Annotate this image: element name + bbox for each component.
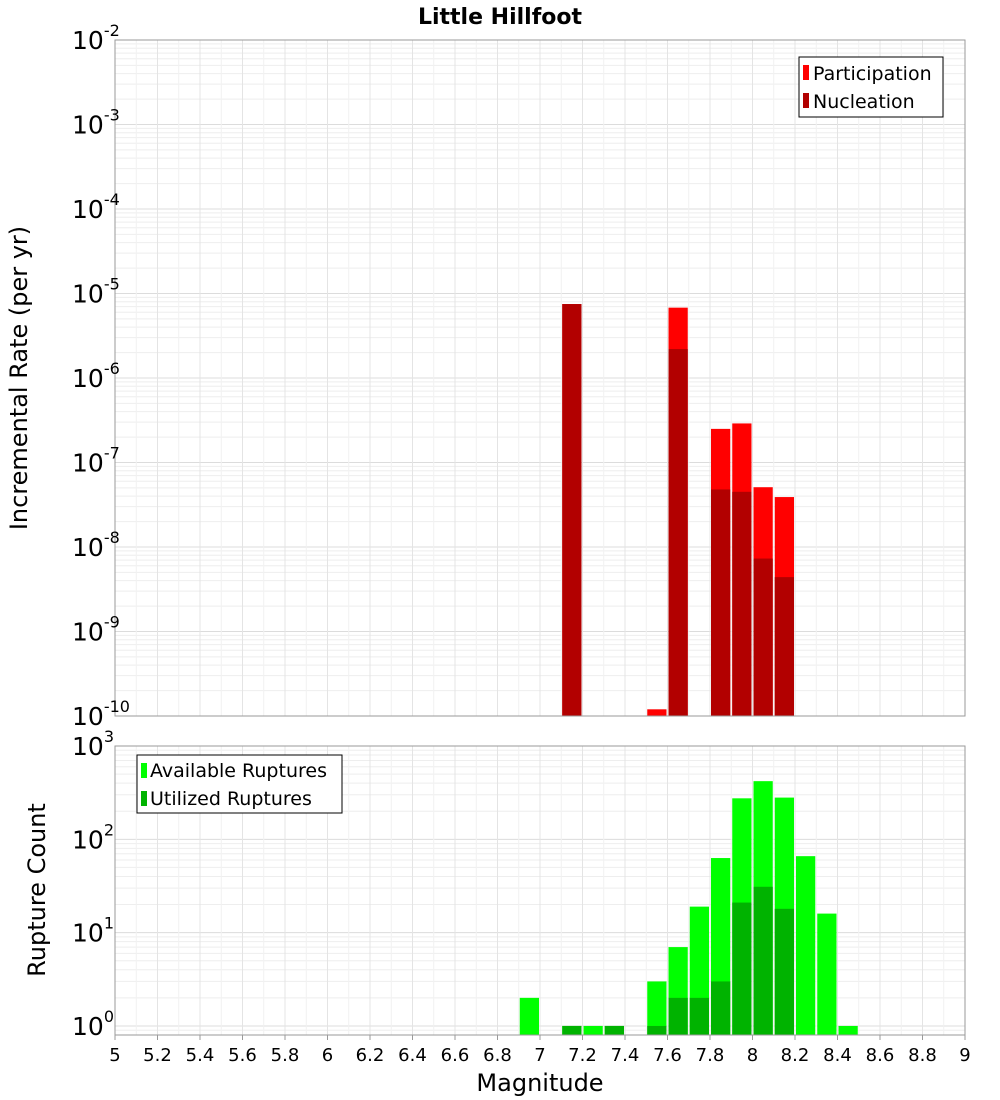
legend-swatch-available-ruptures [141,763,147,778]
y-tick-label: 10-5 [72,275,120,309]
x-tick-label: 8.8 [908,1045,937,1066]
x-tick-label: 5.8 [271,1045,300,1066]
bar-utilized-ruptures [732,902,752,1035]
y-tick-label: 10-7 [72,444,120,478]
legend-swatch-utilized-ruptures [141,791,147,806]
bottom-y-axis-label: Rupture Count [23,803,51,977]
bar-available-ruptures [817,913,837,1035]
x-tick-label: 8.2 [781,1045,810,1066]
x-tick-label: 6 [322,1045,333,1066]
legend-label-utilized-ruptures: Utilized Ruptures [150,788,312,810]
y-tick-label: 10-8 [72,528,120,562]
top-grid [114,39,966,717]
top-bars [562,304,794,716]
bar-available-ruptures [796,856,816,1035]
x-tick-label: 5.2 [143,1045,172,1066]
bar-utilized-ruptures [604,1025,624,1035]
bar-utilized-ruptures [689,997,709,1035]
x-tick-label: 7.6 [653,1045,682,1066]
bar-nucleation [668,349,688,716]
top-y-axis-label: Incremental Rate (per yr) [5,226,33,530]
y-tick-label: 10-4 [72,190,120,224]
bar-available-ruptures [838,1025,858,1035]
top-legend-box [798,56,944,118]
x-ticks: 5 5.2 5.4 5.6 5.8 6 6.2 6.4 6.6 6.8 7 7.2 7.4 7.6 7.8 8… [109,1035,971,1066]
x-axis-label: Magnitude [476,1069,603,1097]
x-tick-label: 6.4 [398,1045,427,1066]
top-plot-frame [114,39,966,717]
x-tick-label: 7.2 [568,1045,597,1066]
bar-nucleation [711,489,731,716]
legend-swatch-nucleation [803,93,809,108]
y-tick-label: 102 [72,820,114,854]
legend-swatch-participation [803,65,809,80]
x-tick-label: 5.4 [186,1045,215,1066]
x-tick-label: 7 [534,1045,545,1066]
bar-utilized-ruptures [711,981,731,1035]
bar-nucleation [774,577,794,716]
bottom-legend: Available Ruptures Utilized Ruptures [136,754,343,814]
bottom-bars [519,781,858,1035]
bar-participation [647,709,667,716]
bottom-legend-box [136,754,343,814]
bottom-y-ticks: 103 102 101 100 [72,727,114,1041]
legend-label-nucleation: Nucleation [813,91,915,113]
y-tick-label: 101 [72,914,114,948]
x-tick-label: 8.6 [866,1045,895,1066]
top-y-ticks: 10-2 10-3 10-4 10-5 10-6 10-7 10-8 10-9 10-10 [72,21,130,731]
x-tick-label: 5 [109,1045,120,1066]
x-tick-label: 5.6 [228,1045,257,1066]
legend-label-available-ruptures: Available Ruptures [150,760,327,782]
bar-utilized-ruptures [753,886,773,1035]
bar-nucleation [562,304,582,716]
y-tick-label: 103 [72,727,114,761]
x-tick-label: 8.4 [823,1045,852,1066]
x-tick-label: 6.2 [356,1045,385,1066]
y-tick-label: 10-10 [72,697,130,731]
bar-nucleation [732,491,752,716]
chart-title: Little Hillfoot [418,5,583,30]
y-tick-label: 10-6 [72,359,120,393]
x-tick-label: 6.6 [441,1045,470,1066]
x-tick-label: 9 [959,1045,970,1066]
bar-available-ruptures [583,1025,603,1035]
bar-utilized-ruptures [562,1025,582,1035]
y-tick-label: 10-9 [72,613,120,647]
x-tick-label: 7.8 [696,1045,725,1066]
y-tick-label: 100 [72,1007,114,1041]
y-tick-label: 10-3 [72,106,120,140]
bar-available-ruptures [519,997,539,1035]
x-tick-label: 7.4 [611,1045,640,1066]
y-tick-label: 10-2 [72,21,120,55]
bar-utilized-ruptures [774,908,794,1035]
legend-label-participation: Participation [813,63,932,85]
bar-available-ruptures [647,981,667,1035]
x-tick-label: 8 [747,1045,758,1066]
bar-utilized-ruptures [647,1025,667,1035]
bar-nucleation [753,558,773,716]
x-tick-label: 6.8 [483,1045,512,1066]
top-legend: Participation Nucleation [798,56,944,118]
bar-utilized-ruptures [668,997,688,1035]
